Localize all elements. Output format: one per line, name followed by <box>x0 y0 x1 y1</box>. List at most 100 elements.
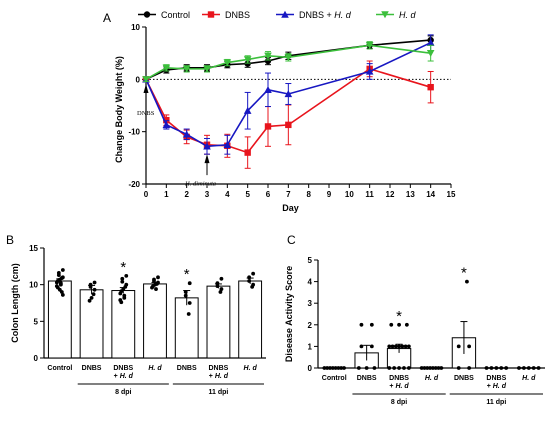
data-dot <box>336 366 341 370</box>
x-tick-label: 11 <box>365 190 374 199</box>
data-dot <box>322 366 327 370</box>
data-dot <box>456 366 461 370</box>
data-point <box>244 149 251 156</box>
data-point <box>163 116 170 124</box>
x-tick-label: 9 <box>327 190 332 199</box>
category-label: Control <box>47 365 72 372</box>
data-dot <box>88 284 93 289</box>
data-point <box>203 142 211 150</box>
x-tick-label: 8 <box>306 190 311 199</box>
data-point <box>162 121 171 129</box>
x-tick-label: 13 <box>406 190 415 199</box>
data-dot <box>330 366 335 370</box>
data-point <box>284 90 293 98</box>
y-tick-label: 2 <box>308 321 313 330</box>
data-dot <box>218 290 223 294</box>
category-label: H. d <box>522 375 536 382</box>
h-diminuta-arrow-head <box>204 154 210 164</box>
significance-marker: * <box>461 265 467 282</box>
data-dot <box>433 366 438 370</box>
bar-group <box>354 322 379 370</box>
data-dot <box>359 344 364 349</box>
bar-group: * <box>111 259 136 359</box>
data-dot <box>400 344 405 349</box>
data-dot <box>465 279 469 284</box>
data-dot <box>439 366 444 370</box>
panel-b-bar-chart: B 0 5 10 15 Colon Length (cm) Control DNBS * DNBS… <box>6 233 266 396</box>
bar-group <box>47 268 72 359</box>
bar-group: * <box>451 265 477 370</box>
data-dot <box>219 276 224 281</box>
legend-marker <box>143 11 151 18</box>
bar-group <box>79 280 104 359</box>
data-point <box>427 83 434 91</box>
group-label: 8 dpi <box>115 389 131 396</box>
group-label: 11 dpi <box>486 399 506 406</box>
data-dot <box>342 366 346 370</box>
data-dot <box>186 312 191 316</box>
data-point <box>264 86 272 93</box>
category-label-cont: + H. d <box>114 373 134 380</box>
y-tick-label: 10 <box>29 281 38 290</box>
data-dot <box>369 344 374 349</box>
data-dot <box>339 366 344 370</box>
data-dot <box>356 366 361 370</box>
bar <box>47 280 72 359</box>
legend-marker <box>207 11 215 18</box>
data-dot <box>389 322 394 327</box>
legend-marker <box>281 10 289 18</box>
data-point <box>243 56 252 64</box>
x-tick-label: 12 <box>386 190 395 199</box>
data-dot <box>392 366 397 370</box>
data-dot <box>328 366 332 370</box>
data-dot <box>251 271 256 276</box>
y-tick-label: 5 <box>308 256 313 265</box>
data-dot <box>504 366 509 370</box>
data-point <box>182 130 191 138</box>
category-label-cont: + H. d <box>487 383 507 390</box>
data-dot <box>419 366 424 370</box>
data-dot <box>404 322 409 327</box>
panel-letter-c: C <box>287 233 296 247</box>
legend-label: H. d <box>399 10 417 20</box>
data-dot <box>521 366 526 370</box>
data-dot <box>91 292 96 297</box>
category-label: DNBS <box>209 365 229 372</box>
data-dot <box>60 293 65 297</box>
data-point <box>223 59 232 67</box>
category-label-cont: + H. d <box>389 383 409 390</box>
data-dot <box>183 290 188 294</box>
bar-group: * <box>174 266 199 359</box>
bar-group <box>238 271 263 359</box>
significance-marker: * <box>120 259 126 276</box>
data-point <box>162 64 171 72</box>
category-label: DNBS <box>113 365 133 372</box>
data-dot <box>152 279 156 283</box>
data-dot <box>436 366 441 370</box>
bar-group <box>484 366 509 370</box>
data-dot <box>467 344 472 349</box>
x-tick-label: 2 <box>184 190 189 199</box>
data-dot <box>387 366 392 370</box>
bar <box>206 285 231 359</box>
x-tick-label: 0 <box>144 190 149 199</box>
x-tick-label: 14 <box>426 190 435 199</box>
data-dot <box>397 322 401 327</box>
data-dot <box>499 366 504 370</box>
data-dot <box>372 366 377 370</box>
y-tick-label: 1 <box>308 342 313 351</box>
category-label: H. d <box>244 365 258 372</box>
data-point <box>426 38 435 46</box>
bar-group <box>143 275 167 359</box>
data-dot <box>58 282 63 287</box>
series-dnbs-h-d <box>142 34 435 155</box>
data-dot <box>526 366 531 370</box>
data-point <box>264 52 272 60</box>
series-h-d <box>142 41 435 84</box>
bar-group: * <box>386 308 412 370</box>
data-dot <box>92 287 97 292</box>
data-dot <box>431 366 435 370</box>
data-dot <box>393 344 398 349</box>
data-dot <box>215 284 220 289</box>
